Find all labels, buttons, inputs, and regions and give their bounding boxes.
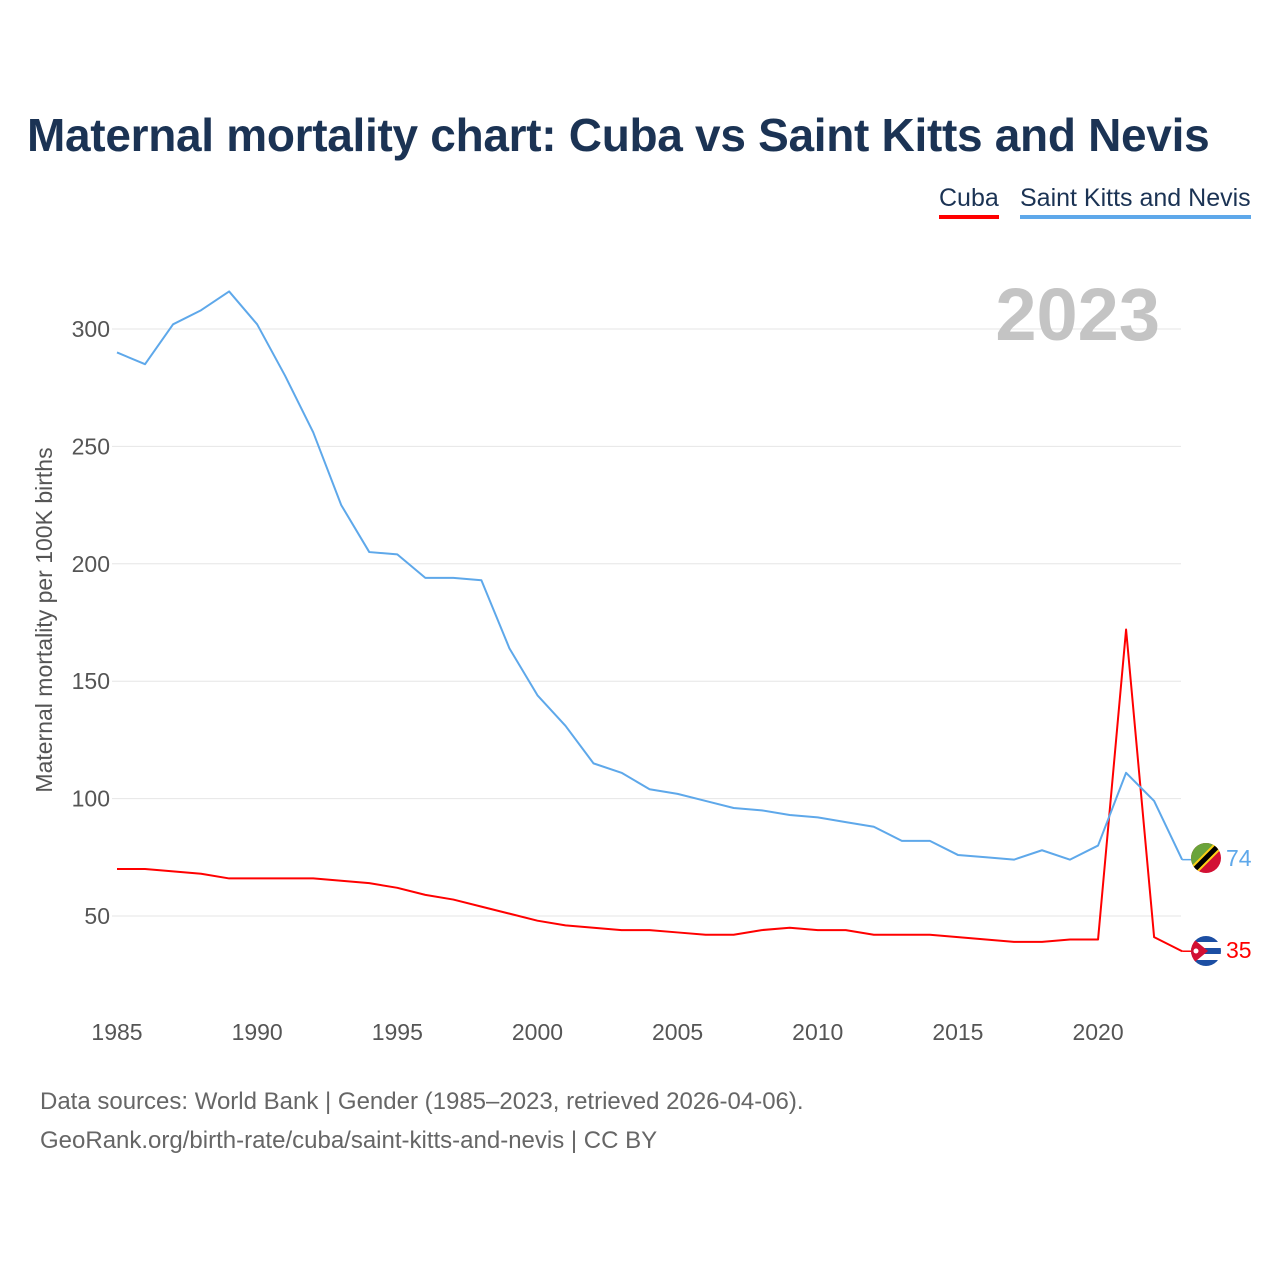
x-tick-label: 2005: [652, 1019, 703, 1045]
y-axis-label: Maternal mortality per 100K births: [31, 447, 57, 792]
end-label-saint-kitts: 74: [1226, 845, 1252, 871]
legend-saint-kitts-and-nevis[interactable]: Saint Kitts and Nevis: [1020, 184, 1251, 219]
x-tick-label: 2010: [792, 1019, 843, 1045]
end-label-cuba: 35: [1226, 937, 1252, 963]
flag-saint-kitts-icon: [1191, 843, 1221, 873]
x-tick-label: 2020: [1072, 1019, 1123, 1045]
series-line-cuba[interactable]: [117, 628, 1183, 953]
legend-cuba[interactable]: Cuba: [939, 184, 999, 219]
x-tick-label: 1985: [91, 1019, 142, 1045]
y-tick-label: 250: [72, 433, 110, 459]
series-line-saint-kitts-and-nevis[interactable]: [116, 290, 1184, 861]
y-tick-label: 100: [72, 786, 110, 812]
year-watermark: 2023: [995, 273, 1160, 356]
x-tick-label: 2015: [932, 1019, 983, 1045]
y-tick-label: 200: [72, 551, 110, 577]
x-tick-label: 1995: [372, 1019, 423, 1045]
x-tick-label: 2000: [512, 1019, 563, 1045]
chart-title: Maternal mortality chart: Cuba vs Saint …: [27, 109, 1210, 161]
footer-link[interactable]: GeoRank.org/birth-rate/cuba/saint-kitts-…: [40, 1127, 658, 1154]
x-tick-label: 1990: [232, 1019, 283, 1045]
flag-cuba-icon: [1191, 936, 1221, 966]
y-tick-label: 50: [84, 903, 110, 929]
y-tick-label: 150: [72, 668, 110, 694]
footer-sources: Data sources: World Bank | Gender (1985–…: [40, 1088, 804, 1115]
y-tick-label: 300: [72, 316, 110, 342]
